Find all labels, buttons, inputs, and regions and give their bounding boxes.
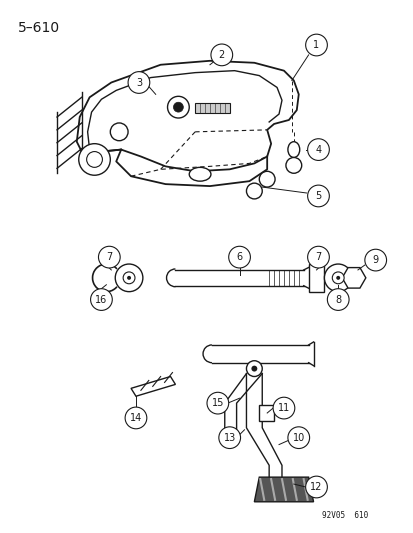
Circle shape	[90, 289, 112, 310]
Circle shape	[305, 476, 327, 498]
Circle shape	[206, 392, 228, 414]
Circle shape	[123, 272, 135, 284]
Circle shape	[110, 123, 128, 141]
Text: 5–610: 5–610	[17, 21, 59, 35]
Circle shape	[228, 246, 250, 268]
Text: 8: 8	[335, 295, 340, 304]
Text: 1: 1	[313, 40, 319, 50]
Circle shape	[98, 246, 120, 268]
Circle shape	[218, 427, 240, 449]
Text: 16: 16	[95, 295, 107, 304]
Polygon shape	[131, 376, 175, 396]
Ellipse shape	[189, 167, 211, 181]
Circle shape	[364, 249, 386, 271]
Circle shape	[127, 276, 131, 280]
Circle shape	[335, 276, 339, 280]
Text: 12: 12	[310, 482, 322, 492]
Text: 3: 3	[135, 77, 142, 87]
Polygon shape	[259, 405, 273, 421]
Circle shape	[305, 34, 327, 56]
Circle shape	[167, 96, 189, 118]
Circle shape	[273, 397, 294, 419]
Polygon shape	[195, 103, 229, 113]
Text: 6: 6	[236, 252, 242, 262]
Text: 11: 11	[277, 403, 290, 413]
Circle shape	[327, 289, 348, 310]
Text: 14: 14	[130, 413, 142, 423]
Circle shape	[78, 144, 110, 175]
Text: 7: 7	[315, 252, 321, 262]
Circle shape	[115, 264, 142, 292]
Polygon shape	[254, 477, 313, 502]
Circle shape	[259, 171, 274, 187]
Circle shape	[324, 264, 351, 292]
Text: 92V05  610: 92V05 610	[321, 511, 367, 520]
Text: 15: 15	[211, 398, 223, 408]
Text: 13: 13	[223, 433, 235, 443]
Circle shape	[125, 407, 147, 429]
Circle shape	[211, 44, 232, 66]
Text: 10: 10	[292, 433, 304, 443]
Text: 9: 9	[372, 255, 378, 265]
Polygon shape	[341, 268, 365, 288]
Circle shape	[173, 102, 183, 112]
Circle shape	[307, 185, 328, 207]
Circle shape	[332, 272, 343, 284]
Text: 5: 5	[315, 191, 321, 201]
Circle shape	[246, 183, 261, 199]
Circle shape	[251, 366, 257, 372]
Text: 4: 4	[315, 144, 321, 155]
Circle shape	[287, 427, 309, 449]
Text: 7: 7	[106, 252, 112, 262]
Circle shape	[307, 139, 328, 160]
Circle shape	[246, 361, 261, 376]
Polygon shape	[308, 264, 324, 292]
Circle shape	[285, 157, 301, 173]
Text: 2: 2	[218, 50, 224, 60]
Ellipse shape	[287, 142, 299, 157]
Circle shape	[307, 246, 328, 268]
Circle shape	[128, 71, 150, 93]
